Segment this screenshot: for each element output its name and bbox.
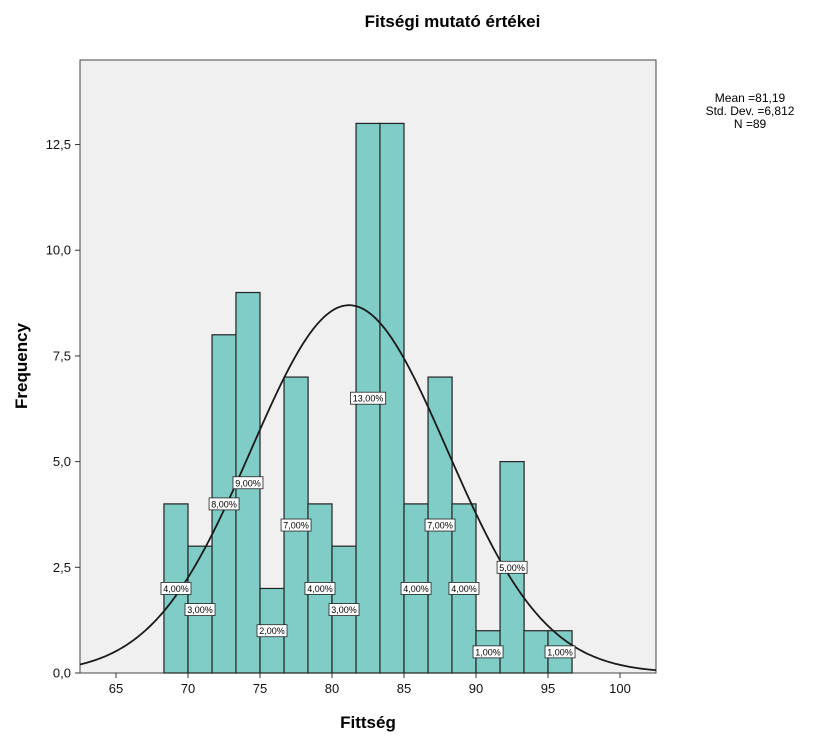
histogram-bar xyxy=(523,630,549,674)
bar-label-box xyxy=(400,582,432,595)
data-labels-layer: 4,00% 3,00% 8,00% 9,00% 2,00% 7,00% 4,00% 3,00%… xyxy=(160,391,576,659)
bar-label-box xyxy=(184,603,216,616)
x-tick-label: 90 xyxy=(469,681,483,696)
bar-label-box xyxy=(160,582,192,595)
y-tick-label: 12,5 xyxy=(46,137,71,152)
bar-data-label: 8,00% xyxy=(211,499,237,509)
bar-data-label: 4,00% xyxy=(403,584,429,594)
axes-layer: 65 70 75 80 85 90 95 100 0,0 2,5 5,0 7,5 10,0 12,5 xyxy=(46,137,631,696)
bar-label-box xyxy=(256,624,288,638)
bar-label-box xyxy=(424,518,456,532)
normal-curve xyxy=(79,304,657,672)
bar-data-label: 4,00% xyxy=(163,584,189,594)
bar-label-box xyxy=(448,582,480,595)
x-tick-label: 70 xyxy=(181,681,195,696)
bar-label-box xyxy=(472,645,504,659)
stats-n: N =89 xyxy=(733,117,767,131)
bar-data-label: 5,00% xyxy=(499,563,525,573)
stats-legend: Mean =81,19 Std. Dev. =6,812 N =89 xyxy=(700,92,800,131)
y-tick-label: 0,0 xyxy=(53,666,71,681)
y-tick-label: 10,0 xyxy=(46,243,71,258)
bar-data-label: 3,00% xyxy=(331,605,357,615)
bar-data-label: 4,00% xyxy=(307,584,333,594)
bar-data-label: 13,00% xyxy=(353,394,384,404)
x-tick-label: 75 xyxy=(253,681,267,696)
bar-data-label: 4,00% xyxy=(451,584,477,594)
bar-label-box xyxy=(496,560,528,574)
bar-label-box xyxy=(544,645,576,659)
bar-label-box xyxy=(280,518,312,532)
y-axis-title: Frequency xyxy=(12,322,31,409)
bar-label-box xyxy=(328,603,360,616)
y-tick-label: 5,0 xyxy=(53,454,71,469)
bar-label-box xyxy=(350,391,387,405)
y-tick-label: 7,5 xyxy=(53,348,71,363)
bar-label-box xyxy=(232,476,264,490)
stats-mean: Mean =81,19 xyxy=(714,91,786,105)
y-tick-label: 2,5 xyxy=(53,560,71,575)
x-tick-label: 80 xyxy=(325,681,339,696)
bar-data-label: 2,00% xyxy=(259,626,285,636)
bar-data-label: 9,00% xyxy=(235,478,261,488)
bar-label-box xyxy=(208,497,240,511)
bar-data-label: 7,00% xyxy=(427,521,453,531)
x-tick-label: 95 xyxy=(541,681,555,696)
bar-data-label: 1,00% xyxy=(547,647,573,657)
x-tick-label: 65 xyxy=(109,681,123,696)
bar-data-label: 1,00% xyxy=(475,647,501,657)
bar-data-label: 3,00% xyxy=(187,605,213,615)
stats-std-dev: Std. Dev. =6,812 xyxy=(705,104,795,118)
bar-label-box xyxy=(304,582,336,595)
x-tick-label: 85 xyxy=(397,681,411,696)
x-axis-title: Fittség xyxy=(340,713,396,732)
x-tick-label: 100 xyxy=(609,681,631,696)
chart-title: Fitségi mutató értékei xyxy=(364,12,541,31)
bar-data-label: 7,00% xyxy=(283,521,309,531)
